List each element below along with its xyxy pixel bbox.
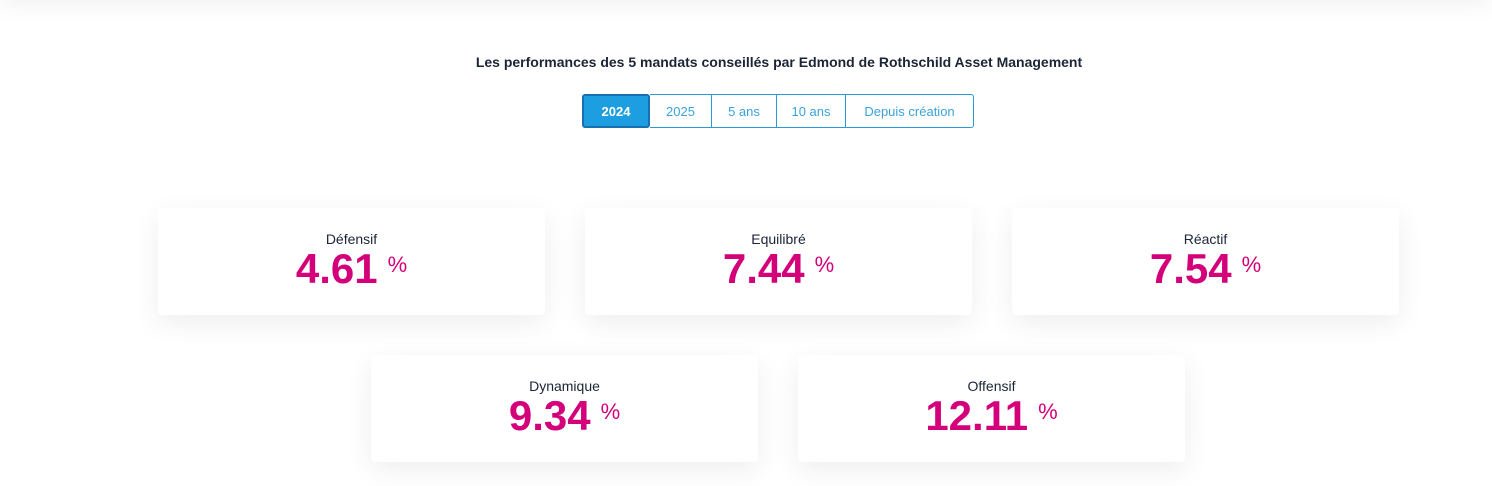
card-label: Réactif	[1183, 231, 1228, 247]
card-dynamique: Dynamique 9.34%	[371, 355, 758, 462]
tab-2024[interactable]: 2024	[582, 94, 650, 128]
section-title: Les performances des 5 mandats conseillé…	[475, 54, 1083, 70]
period-tabs: 2024 2025 5 ans 10 ans Depuis création	[582, 94, 974, 128]
value-number: 4.61	[295, 245, 378, 292]
card-reactif: Réactif 7.54%	[1012, 208, 1399, 315]
card-label: Offensif	[967, 378, 1016, 394]
tab-10-ans[interactable]: 10 ans	[777, 94, 846, 128]
value-number: 12.11	[925, 392, 1029, 439]
percent-sign: %	[600, 399, 621, 424]
card-equilibre: Equilibré 7.44%	[585, 208, 972, 315]
card-value: 12.11%	[798, 392, 1185, 440]
card-value: 7.44%	[585, 245, 972, 293]
percent-sign: %	[1241, 252, 1262, 277]
value-number: 7.54	[1149, 245, 1232, 292]
tab-2025[interactable]: 2025	[650, 94, 712, 128]
tab-depuis-creation[interactable]: Depuis création	[846, 94, 974, 128]
card-value: 4.61%	[158, 245, 545, 293]
card-value: 9.34%	[371, 392, 758, 440]
card-value: 7.54%	[1012, 245, 1399, 293]
card-label: Dynamique	[529, 378, 600, 394]
percent-sign: %	[1038, 399, 1058, 424]
percent-sign: %	[814, 252, 835, 277]
value-number: 7.44	[722, 245, 805, 292]
percent-sign: %	[387, 252, 408, 277]
value-number: 9.34	[508, 392, 591, 439]
card-offensif: Offensif 12.11%	[798, 355, 1185, 462]
card-label: Equilibré	[751, 231, 806, 247]
tab-5-ans[interactable]: 5 ans	[712, 94, 777, 128]
card-label: Défensif	[325, 231, 378, 247]
card-defensif: Défensif 4.61%	[158, 208, 545, 315]
